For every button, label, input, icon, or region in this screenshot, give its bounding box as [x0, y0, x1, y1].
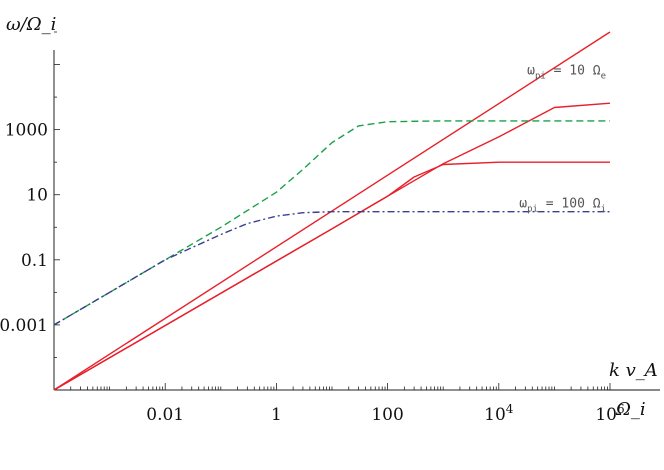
y-tick-label: 0.1 [21, 251, 48, 271]
axis-ticks [53, 31, 611, 391]
series-omega-pi-100-Omega-i-red [53, 161, 610, 391]
series-omega-pi-10-Omega-e [53, 102, 611, 391]
series-green-dashed [53, 120, 610, 326]
label-omega-pi-10-Omega-e: ωpi = 10 Ωe [527, 63, 606, 81]
label-omega-pi-100-Omega-i: ωpi = 100 Ωi [519, 197, 606, 215]
x-tick-label-exponent: 6 [617, 402, 625, 416]
x-axis-title-numerator: k v_A [609, 360, 658, 381]
x-tick-label: 0.01 [146, 405, 184, 425]
y-axis-title: ω/Ω_i [6, 14, 56, 35]
x-tick-label-exponent: 4 [506, 402, 514, 416]
y-tick-label: 1000 [5, 121, 48, 141]
x-tick-label: 1 [271, 405, 282, 425]
x-axis-title-denominator: Ω_i [615, 399, 646, 420]
series-layer [53, 31, 611, 391]
series-blue-dashdot [53, 211, 610, 326]
x-tick-label: 100 [371, 405, 403, 425]
axes-frame [53, 50, 610, 391]
annotation-layer: ωpi = 10 Ωe ωpi = 100 Ωi [519, 63, 606, 214]
y-tick-label: 10 [26, 186, 48, 206]
x-tick-label: 104 [484, 402, 514, 425]
y-tick-label: 0.001 [0, 316, 48, 336]
